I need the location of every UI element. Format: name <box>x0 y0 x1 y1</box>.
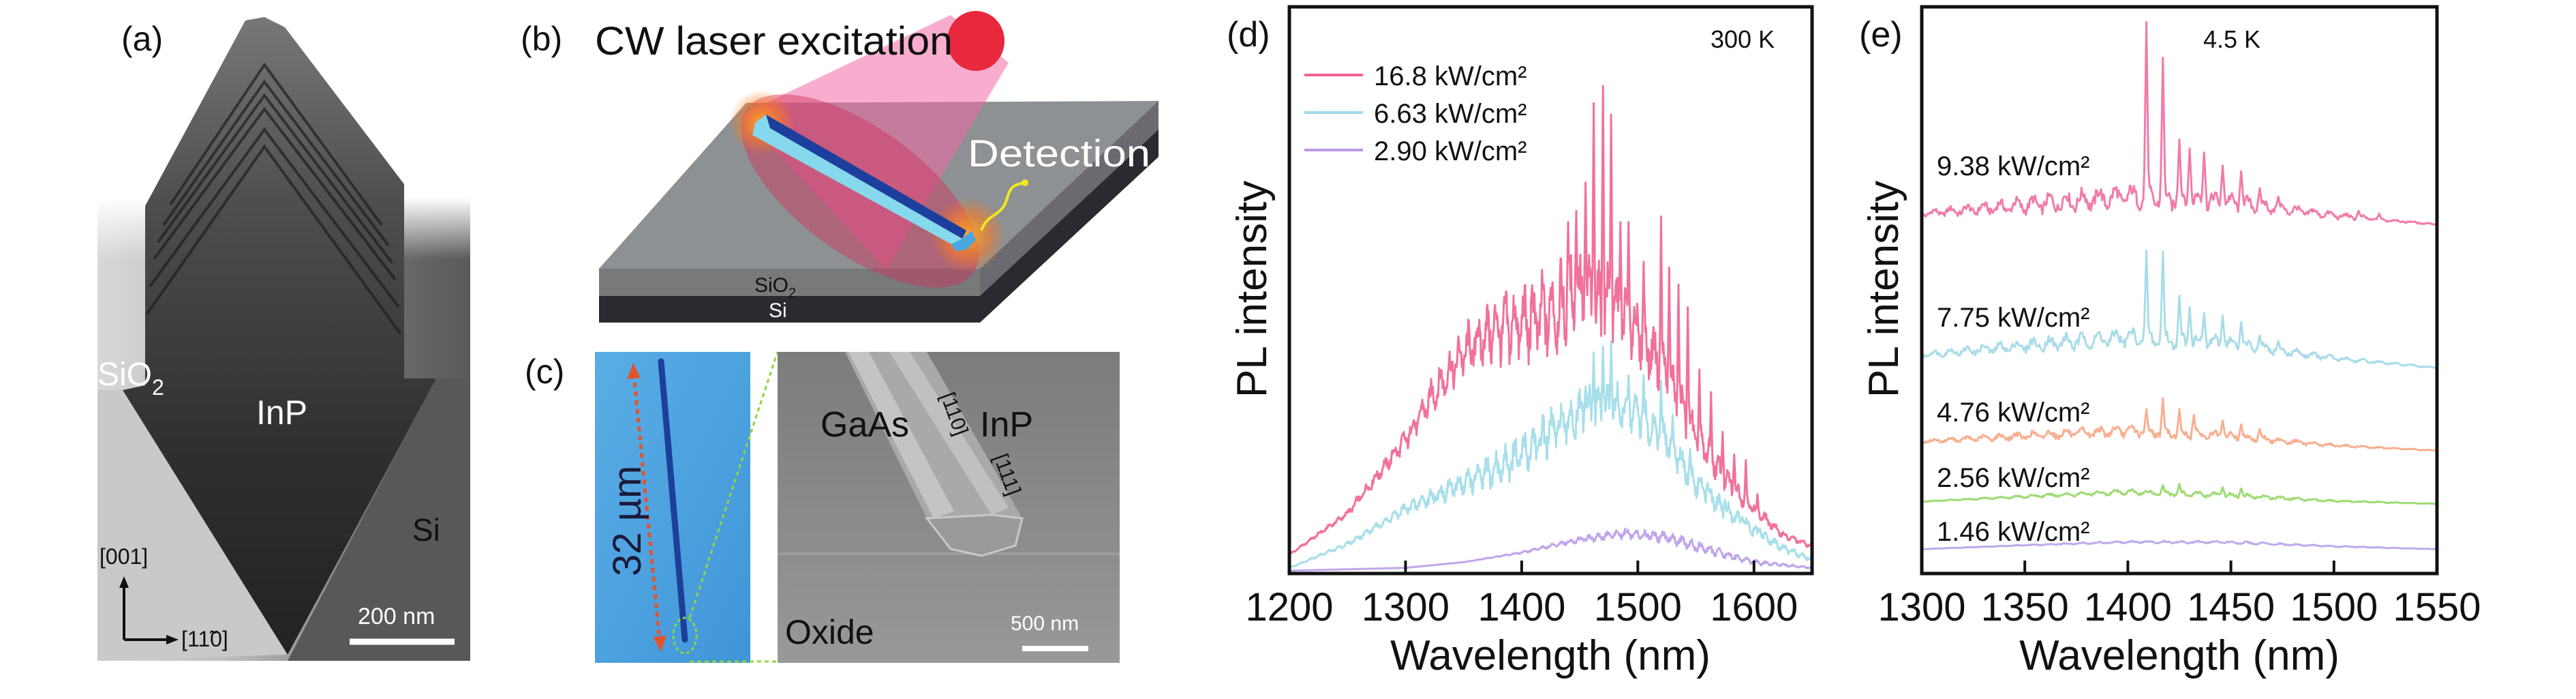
detection-label: Detection <box>968 132 1150 175</box>
scale-label-c: 500 nm <box>1011 612 1079 635</box>
x-tick-label-d-1600: 1600 <box>1710 585 1798 629</box>
series-label-2-56: 2.56 kW/cm² <box>1937 463 2089 493</box>
sio2-layer <box>599 269 980 296</box>
chart-e-frame <box>1920 5 2439 576</box>
panel-b-label: (b) <box>521 20 562 58</box>
laser-source <box>947 11 1005 71</box>
series-line-e-2 <box>1921 397 2437 452</box>
x-tick-label-d-1500: 1500 <box>1594 585 1682 629</box>
x-tick-label-d-1200: 1200 <box>1245 585 1333 629</box>
length-arrow <box>632 373 662 642</box>
chart-d-series <box>1288 85 1813 572</box>
nanowire-optical <box>658 358 688 643</box>
direction-vertical-label: [001] <box>99 544 148 569</box>
x-tick-label-e-1300: 1300 <box>1877 585 1965 629</box>
series-line-d-2 <box>1289 527 1813 572</box>
panel-a-label: (a) <box>121 20 163 58</box>
chart-d-xlabel: Wavelength (nm) <box>1390 632 1711 679</box>
panel-e-chart: (e) 1300 1350 1400 1450 1500 1550 4.5 K 9.38 … <box>1859 5 2481 679</box>
nanowire-end <box>951 230 976 251</box>
panel-d-chart: (d) 1200 1300 1400 1500 1600 300 K 16.8 kW/c… <box>1227 5 1814 679</box>
direction-horizontal-label: [11̃0] <box>181 627 228 651</box>
panel-a-tem-image: (a) SiO2 InP Si [001] [11̃0] 200 nm <box>97 17 470 661</box>
si-label: Si <box>412 512 440 548</box>
x-tick-label-e-1500: 1500 <box>2290 585 2378 629</box>
si-layer <box>599 296 980 323</box>
chart-d-frame <box>1287 5 1814 576</box>
scale-label-a: 200 nm <box>358 604 435 629</box>
gaas-label: GaAs <box>821 405 909 445</box>
sio2-label: SiO2 <box>97 357 164 400</box>
series-line-e-4 <box>1921 539 2438 550</box>
series-label-4-76: 4.76 kW/cm² <box>1937 398 2089 428</box>
series-line-d-0 <box>1288 85 1813 556</box>
chart-e-ticks: 1300 1350 1400 1450 1500 1550 <box>1877 561 2481 629</box>
x-tick-label-e-1550: 1550 <box>2393 585 2481 629</box>
si-layer-label: Si <box>769 299 787 322</box>
series-line-e-1 <box>1920 249 2438 370</box>
chart-e-xlabel: Wavelength (nm) <box>2019 632 2340 679</box>
x-tick-label-d-1400: 1400 <box>1477 585 1565 629</box>
substrate-side-sio2 <box>980 101 1159 296</box>
legend-label-2-90: 2.90 kW/cm² <box>1374 136 1527 166</box>
emission-curve <box>980 181 1024 231</box>
chart-d-ylabel: PL intensity <box>1229 181 1276 398</box>
chart-e-annotation: 4.5 K <box>2203 25 2260 53</box>
oxide-label: Oxide <box>785 613 874 651</box>
panel-c-images: (c) 32 µm GaAs InP [110] [111] Oxide 500… <box>525 351 1120 663</box>
series-label-1-46: 1.46 kW/cm² <box>1937 517 2089 547</box>
zoom-circle <box>672 616 698 655</box>
legend-label-6-63: 6.63 kW/cm² <box>1374 99 1527 129</box>
series-label-9-38: 9.38 kW/cm² <box>1937 151 2089 181</box>
inp-label-c: InP <box>980 405 1033 445</box>
length-label: 32 µm <box>605 466 649 576</box>
inp-label: InP <box>256 393 307 432</box>
chart-d-legend: 16.8 kW/cm² 6.63 kW/cm² 2.90 kW/cm² <box>1304 61 1527 166</box>
panel-e-label: (e) <box>1859 15 1903 55</box>
legend-label-16-8: 16.8 kW/cm² <box>1374 61 1527 91</box>
panel-d-label: (d) <box>1227 15 1270 55</box>
axis-arrows-icon <box>119 576 179 644</box>
panel-c-label: (c) <box>525 353 564 391</box>
x-tick-label-e-1450: 1450 <box>2187 585 2275 629</box>
series-line-e-0 <box>1920 20 2438 226</box>
nanowire-top <box>752 115 962 244</box>
x-tick-label-e-1350: 1350 <box>1981 585 2069 629</box>
x-tick-label-d-1300: 1300 <box>1362 585 1450 629</box>
x-tick-label-e-1400: 1400 <box>2084 585 2172 629</box>
chart-d-annotation: 300 K <box>1711 25 1775 53</box>
sio2-layer-label: SiO2 <box>754 274 796 301</box>
series-line-d-1 <box>1288 340 1813 569</box>
laser-cone <box>741 15 1009 269</box>
chart-d-ticks: 1200 1300 1400 1500 1600 <box>1245 561 1798 629</box>
nanowire-side <box>755 115 966 239</box>
inp-crystal <box>123 17 436 655</box>
series-line-e-3 <box>1921 483 2438 505</box>
chart-e-ylabel: PL intensity <box>1860 181 1907 398</box>
excitation-title: CW laser excitation <box>595 19 953 63</box>
series-label-7-75: 7.75 kW/cm² <box>1937 303 2089 333</box>
panel-b-schematic: (b) CW laser excitation Detection SiO2 S… <box>521 11 1159 323</box>
chart-e-series <box>1920 20 2438 550</box>
